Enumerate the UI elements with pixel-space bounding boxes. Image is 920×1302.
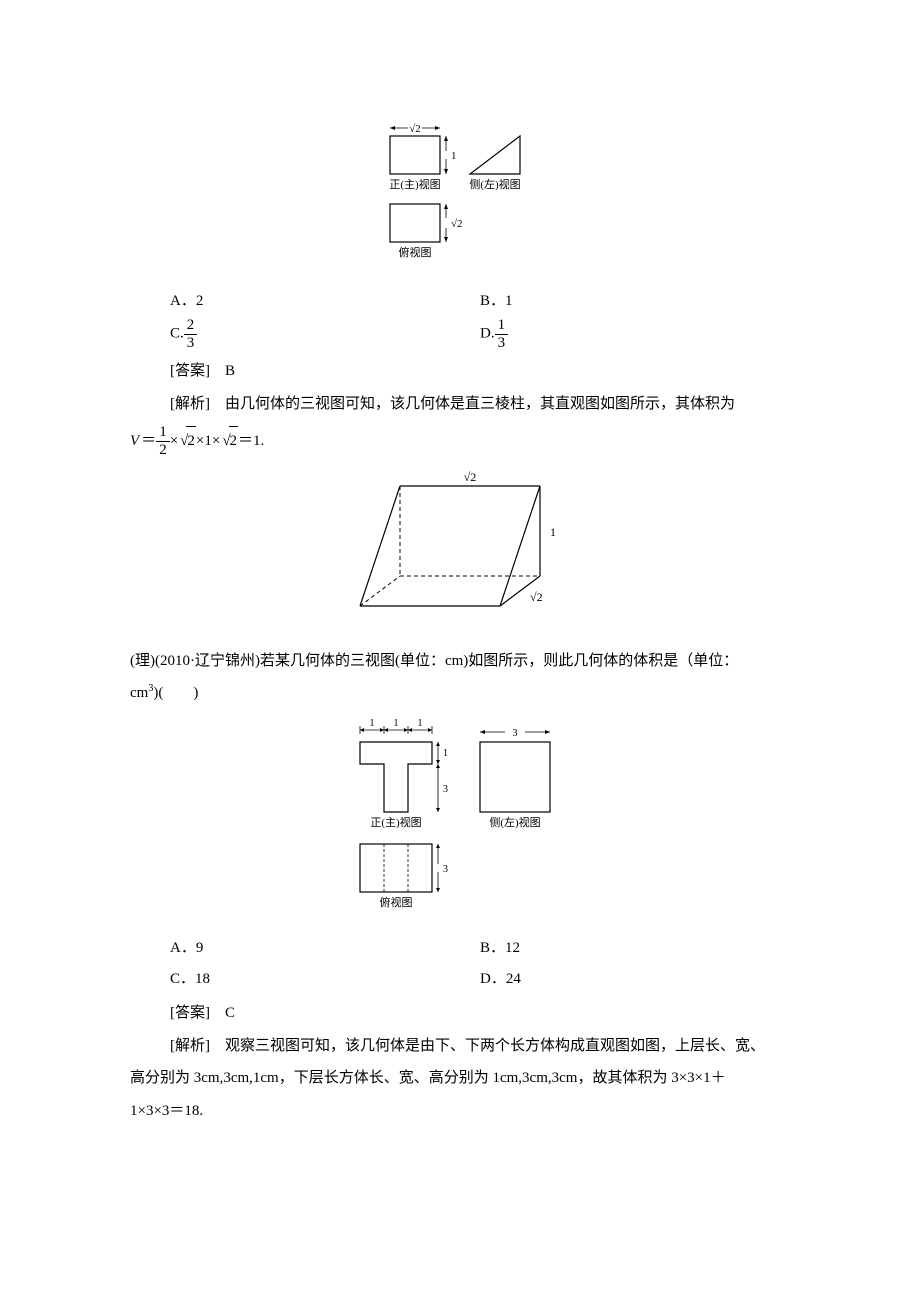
q2-option-a: A．9 [170,934,480,963]
frac-den: 3 [184,335,198,352]
half-den: 2 [156,442,170,459]
q1-option-b: B．1 [480,287,790,316]
q1-prism-figure: √2 1 √2 [130,466,790,637]
opt-c-label: C． [170,971,195,987]
side-label: 侧(左)视图 [469,177,520,191]
eq-result: ＝1. [238,427,264,456]
opt-a-label: A． [170,940,196,956]
dim-sqrt2-side: √2 [451,218,463,230]
q2-three-views-figure: 1 1 1 1 3 正(主)视图 3 [130,714,790,925]
opt-b-label: B． [480,293,505,309]
q2-stem-line2: cm3)( ) [130,679,790,708]
analysis-tag: [解析] [170,396,210,412]
dim-1-right: 1 [451,150,457,162]
q2-option-b: B．12 [480,934,790,963]
frac-half: 12 [156,424,170,458]
frac-num: 2 [184,317,198,335]
svg-text:正(主)视图: 正(主)视图 [370,815,421,829]
sqrt2a: 2 [178,426,196,456]
q1-options-row1: A．2 B．1 [170,287,790,316]
dim-top: √2 [464,470,477,484]
dim-br: √2 [530,590,543,604]
opt-d-label: D. [480,325,495,341]
q1-options-row2: C.23 D.13 [170,317,790,351]
eq-sign: ＝ [141,427,156,456]
opt-b-val: 12 [505,940,520,956]
q1-answer: [答案] B [170,357,790,386]
front-label: 正(主)视图 [389,177,440,191]
q2-options-row1: A．9 B．12 [170,934,790,963]
answer-val: B [225,363,235,379]
svg-text:3: 3 [513,728,518,739]
svg-text:1: 1 [418,718,423,729]
svg-text:3: 3 [443,784,448,795]
paren: )( ) [153,685,198,701]
times-mid: ×1× [196,427,220,456]
q1-option-d: D.13 [480,317,790,351]
svg-text:1: 1 [370,718,375,729]
analysis-tag: [解析] [170,1038,210,1054]
analysis-text2: 高分别为 3cm,3cm,1cm，下层长方体长、宽、高分别为 1cm,3cm,3… [130,1070,726,1086]
q1-analysis: [解析] 由几何体的三视图可知，该几何体是直三棱柱，其直观图如图所示，其体积为 [170,390,790,419]
dim-right: 1 [550,525,556,539]
svg-text:俯视图: 俯视图 [380,895,413,909]
q2-analysis-line3: 1×3×3＝18. [130,1097,790,1126]
q1-equation: V＝ 12 × 2 ×1× 2 ＝1. [130,424,790,458]
analysis-text: 由几何体的三视图可知，该几何体是直三棱柱，其直观图如图所示，其体积为 [225,396,735,412]
frac-den: 3 [495,335,509,352]
frac-1-3: 13 [495,317,509,351]
opt-b-val: 1 [505,293,513,309]
dim-sqrt2-top: √2 [409,123,421,135]
answer-tag: [答案] [170,363,210,379]
opt-d-label: D． [480,971,506,987]
half-num: 1 [156,424,170,442]
q2-analysis-line1: [解析] 观察三视图可知，该几何体是由下、下两个长方体构成直观图如图，上层长、宽… [170,1032,790,1061]
opt-a-val: 9 [196,940,204,956]
sqrt2b: 2 [220,426,238,456]
top-label: 俯视图 [399,245,432,259]
q2-answer: [答案] C [170,999,790,1028]
analysis-text1: 观察三视图可知，该几何体是由下、下两个长方体构成直观图如图，上层长、宽、 [225,1038,765,1054]
times: × [170,427,178,456]
radicand: 2 [229,426,239,456]
cm-text: cm [130,685,148,701]
q2-stem-text: (理)(2010·辽宁锦州)若某几何体的三视图(单位：cm)如图所示，则此几何体… [130,653,738,669]
q2-option-c: C．18 [170,965,480,994]
var-v: V [130,427,139,456]
document-page: √2 1 正(主)视图 侧(左)视图 √2 [0,0,920,1302]
answer-val: C [225,1005,235,1021]
svg-text:1: 1 [443,748,448,759]
opt-d-val: 24 [506,971,521,987]
q1-option-a: A．2 [170,287,480,316]
q1-option-c: C.23 [170,317,480,351]
opt-a-label: A． [170,293,196,309]
answer-tag: [答案] [170,1005,210,1021]
svg-text:1: 1 [394,718,399,729]
q2-option-d: D．24 [480,965,790,994]
svg-text:3: 3 [443,864,448,875]
q2-options-row2: C．18 D．24 [170,965,790,994]
opt-b-label: B． [480,940,505,956]
opt-c-val: 18 [195,971,210,987]
radicand: 2 [186,426,196,456]
opt-a-val: 2 [196,293,204,309]
frac-num: 1 [495,317,509,335]
svg-text:侧(左)视图: 侧(左)视图 [489,815,540,829]
q2-stem-line1: (理)(2010·辽宁锦州)若某几何体的三视图(单位：cm)如图所示，则此几何体… [130,647,790,676]
q2-analysis-line2: 高分别为 3cm,3cm,1cm，下层长方体长、宽、高分别为 1cm,3cm,3… [130,1064,790,1093]
opt-c-label: C. [170,325,184,341]
q1-three-views-figure: √2 1 正(主)视图 侧(左)视图 √2 [130,116,790,277]
analysis-text3: 1×3×3＝18. [130,1103,203,1119]
frac-2-3: 23 [184,317,198,351]
